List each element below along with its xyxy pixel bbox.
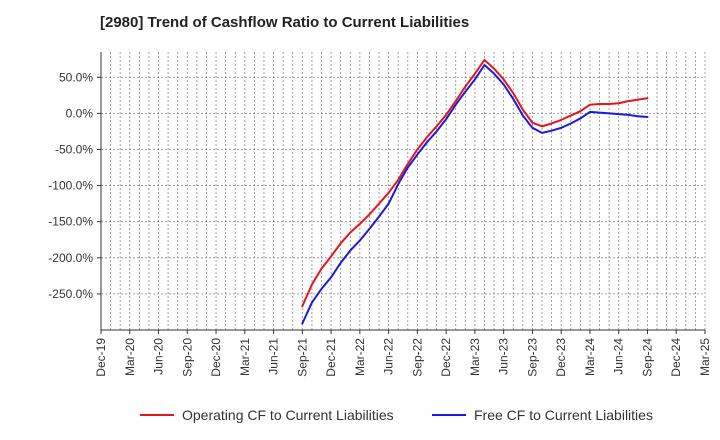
x-tick-label: Jun-21 <box>267 338 281 375</box>
x-tick-label: Dec-22 <box>439 338 453 377</box>
x-tick-labels: Dec-19 Mar-20 Jun-20 Sep-20 Dec-20 Mar-21 Jun-… <box>94 338 712 377</box>
legend: Operating CF to Current Liabilities Free … <box>140 407 653 423</box>
series-lines <box>301 58 649 325</box>
y-tick-label: -50.0% <box>55 142 93 156</box>
y-tick-label: 0.0% <box>66 106 94 120</box>
x-tick-label: Dec-21 <box>324 338 338 377</box>
legend-label-0: Operating CF to Current Liabilities <box>182 407 394 423</box>
x-tick-label: Jun-24 <box>612 338 626 375</box>
y-tick-label: -100.0% <box>48 179 93 193</box>
y-tick-label: -150.0% <box>48 215 93 229</box>
x-tick-label: Dec-23 <box>554 338 568 377</box>
legend-label-1: Free CF to Current Liabilities <box>474 407 653 423</box>
x-tick-label: Mar-24 <box>583 338 597 376</box>
series-line-0 <box>301 58 649 308</box>
x-tick-label: Dec-20 <box>209 338 223 377</box>
x-tick-label: Sep-22 <box>410 338 424 377</box>
x-tick-label: Jun-22 <box>382 338 396 375</box>
x-tick-label: Mar-23 <box>468 338 482 376</box>
y-tick-label: 50.0% <box>59 70 93 84</box>
x-tick-label: Sep-20 <box>180 338 194 377</box>
series-line-1 <box>301 64 649 325</box>
x-tick-label: Mar-22 <box>353 338 367 376</box>
y-tick-label: -200.0% <box>48 251 93 265</box>
y-tick-label: -250.0% <box>48 287 93 301</box>
plot-area <box>101 52 705 330</box>
x-tick-label: Sep-23 <box>525 338 539 377</box>
grid <box>97 52 706 334</box>
x-tick-label: Sep-21 <box>295 338 309 377</box>
x-tick-label: Dec-19 <box>94 338 108 377</box>
x-tick-label: Mar-20 <box>123 338 137 376</box>
x-tick-label: Mar-25 <box>698 338 712 376</box>
x-tick-label: Mar-21 <box>238 338 252 376</box>
x-tick-label: Jun-20 <box>152 338 166 375</box>
x-tick-label: Jun-23 <box>497 338 511 375</box>
chart-title: [2980] Trend of Cashflow Ratio to Curren… <box>100 14 470 31</box>
x-tick-label: Dec-24 <box>669 338 683 377</box>
y-tick-labels: 50.0% 0.0% -50.0% -100.0% -150.0% -200.0% -250… <box>48 70 93 301</box>
x-tick-label: Sep-24 <box>640 338 654 377</box>
